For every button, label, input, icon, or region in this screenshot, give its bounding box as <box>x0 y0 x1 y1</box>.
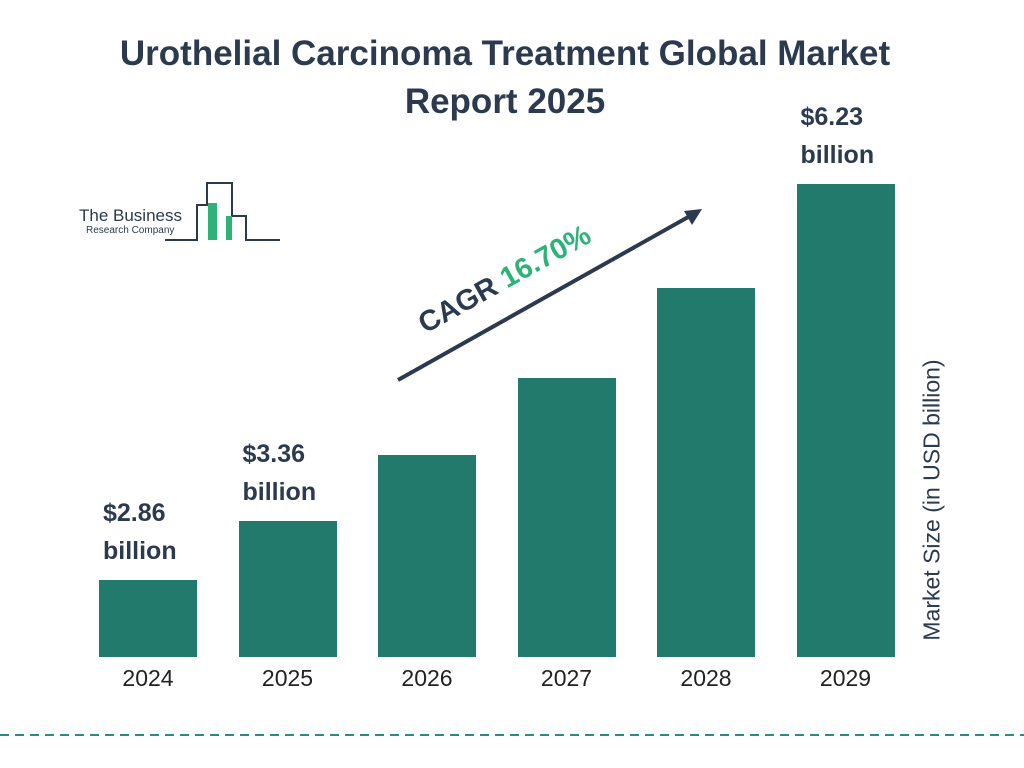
x-tick-label: 2026 <box>401 665 453 691</box>
value-label: $2.86 billion <box>103 498 177 565</box>
bar <box>796 184 895 657</box>
bar <box>99 579 197 657</box>
arrow-head <box>684 209 702 225</box>
logo-text: The Business <box>79 206 182 225</box>
bar <box>517 377 616 657</box>
x-tick-label: 2029 <box>819 665 872 691</box>
x-tick-label: 2025 <box>261 665 314 691</box>
x-tick-label: 2024 <box>122 665 174 691</box>
logo-icon <box>165 182 280 241</box>
bar <box>378 455 476 657</box>
y-axis-label: Market Size (in USD billion) <box>918 359 945 641</box>
logo-subtext: Research Company <box>86 225 175 236</box>
x-tick-label: 2027 <box>540 665 593 691</box>
bar <box>657 288 755 657</box>
value-label: $6.23 billion <box>800 103 875 169</box>
x-tick-label: 2028 <box>680 665 732 691</box>
bar <box>238 520 337 657</box>
cagr-arrow <box>397 214 691 382</box>
chart-title: Urothelial Carcinoma Treatment Global Ma… <box>119 34 891 121</box>
value-label: $3.36 billion <box>242 439 317 506</box>
